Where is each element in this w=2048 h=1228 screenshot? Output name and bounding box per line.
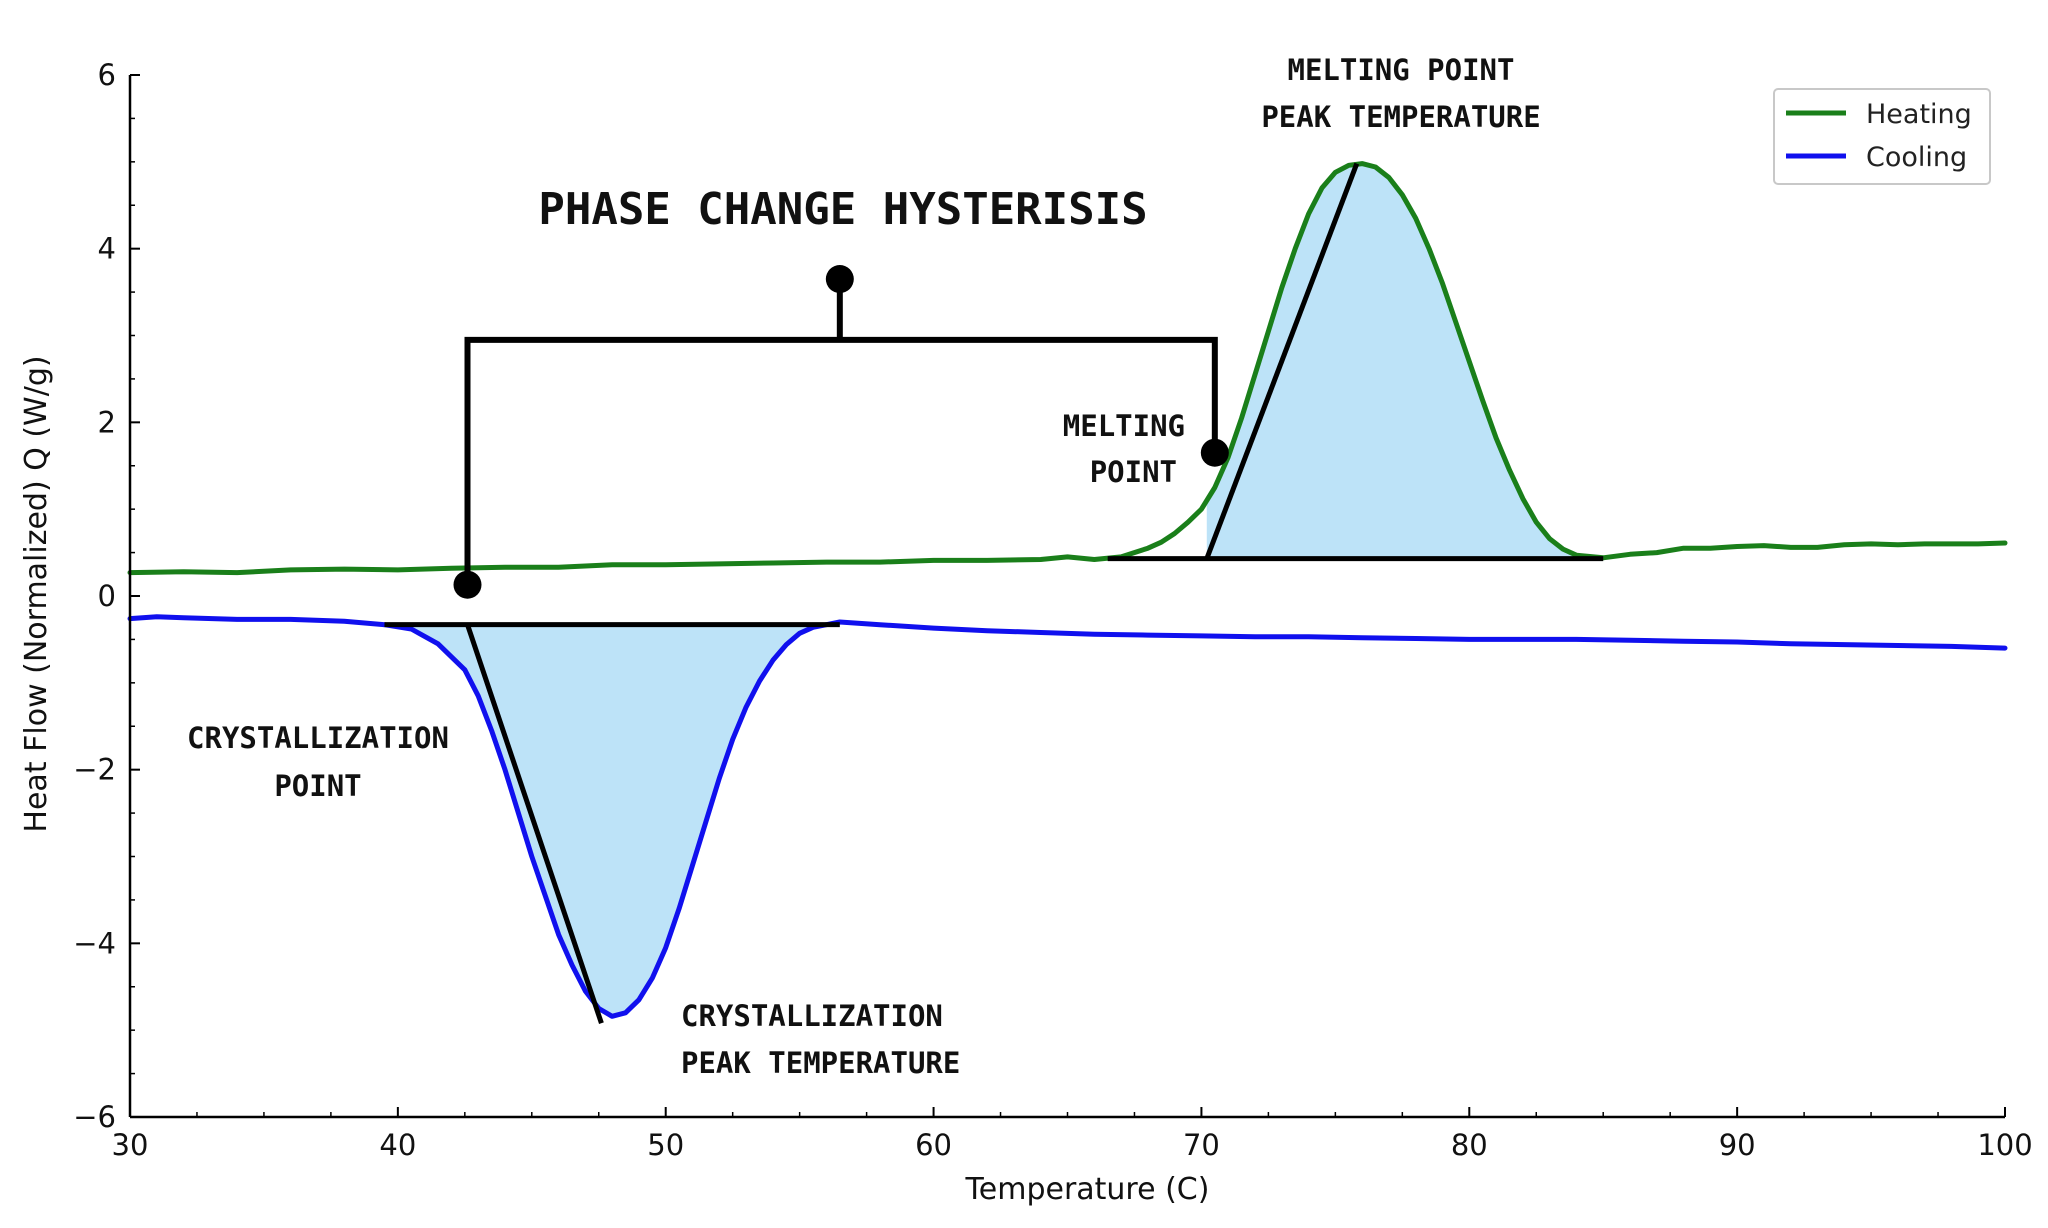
melting-point-label-line1: MELTING (1063, 409, 1185, 443)
x-tick-label-90: 90 (1719, 1128, 1756, 1162)
legend-label-heating: Heating (1866, 99, 1972, 130)
x-tick-label-100: 100 (1977, 1128, 2032, 1162)
y-tick-label-4: 2 (98, 405, 116, 439)
series-line-heating (127, 161, 2008, 576)
y-axis-title: Heat Flow (Normalized) Q (W/g) (19, 355, 54, 832)
melting-peak-label-line1: MELTING POINT (1288, 53, 1515, 87)
y-tick-label-2: −2 (73, 753, 116, 787)
x-tick-label-80: 80 (1451, 1128, 1488, 1162)
hysteresis-marker (825, 265, 854, 294)
axes-group: 30 40 50 60 70 80 90 100 −6 −4 −2 0 2 4 6 Temperature (… (19, 58, 2033, 1207)
x-tick-label-60: 60 (915, 1128, 952, 1162)
x-axis-title: Temperature (C) (965, 1172, 1210, 1207)
hysteresis-bracket (464, 336, 1218, 585)
x-tick-label-40: 40 (379, 1128, 416, 1162)
melting-peak-label-line2: PEAK TEMPERATURE (1261, 100, 1540, 134)
crystallization-point-marker (453, 570, 482, 599)
x-tick-label-70: 70 (1183, 1128, 1220, 1162)
crystallization-point-label-line1: CRYSTALLIZATION (187, 721, 449, 755)
series-line-cooling (127, 614, 2008, 1019)
y-tick-label-3: 0 (98, 579, 116, 613)
legend: Heating Cooling (1773, 88, 1991, 185)
y-tick-label-1: −4 (73, 926, 116, 960)
y-tick-label-0: −6 (73, 1100, 116, 1134)
series-group (127, 161, 2008, 1019)
crystallization-peak-label-line1: CRYSTALLIZATION (681, 999, 943, 1033)
x-tick-label-50: 50 (647, 1128, 684, 1162)
crystallization-point-label-line2: POINT (274, 769, 361, 803)
x-tick-label-30: 30 (112, 1128, 149, 1162)
legend-label-cooling: Cooling (1866, 142, 1967, 173)
melting-tangent (1204, 162, 1360, 560)
melting-point-label-line2: POINT (1090, 455, 1177, 489)
chart-title: PHASE CHANGE HYSTERISIS (538, 184, 1147, 235)
annotation-geometry-group (384, 162, 1604, 1025)
crystallization-tangent (465, 623, 604, 1025)
y-tick-label-6: 6 (98, 58, 116, 92)
crystallization-peak-label-line2: PEAK TEMPERATURE (681, 1046, 960, 1080)
y-tick-label-5: 4 (98, 232, 116, 266)
melting-point-marker (1200, 438, 1229, 467)
